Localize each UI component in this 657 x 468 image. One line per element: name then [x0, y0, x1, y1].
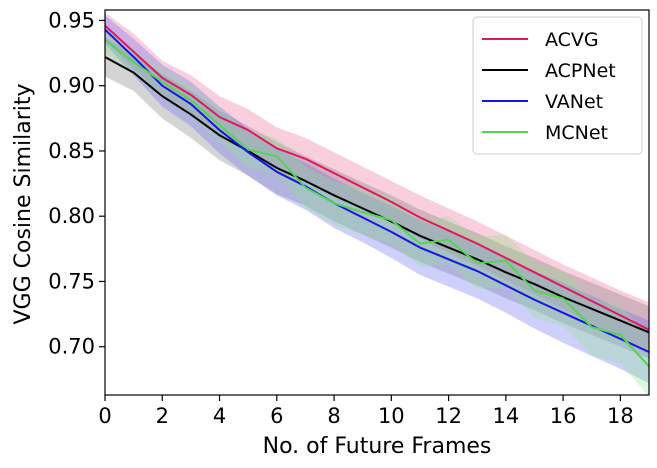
x-tick-label: 10 — [378, 404, 405, 428]
band-acpnet — [105, 37, 649, 359]
x-tick-label: 14 — [492, 404, 519, 428]
legend-frame — [472, 16, 643, 155]
y-axis-label: VGG Cosine Similarity — [11, 83, 36, 324]
series-line-acpnet — [105, 56, 649, 334]
legend-label-mcnet: MCNet — [545, 122, 608, 144]
y-tick-label: 0.80 — [48, 204, 95, 228]
x-axis: 0 2 4 6 8 10 12 14 16 18 — [98, 395, 634, 428]
legend-label-acvg: ACVG — [545, 29, 599, 51]
legend-label-acpnet: ACPNet — [545, 60, 616, 82]
x-tick-label: 6 — [270, 404, 283, 428]
legend: ACVG ACPNet VANet MCNet — [472, 16, 643, 155]
series-lines — [105, 24, 649, 367]
y-tick-label: 0.90 — [48, 74, 95, 98]
y-axis: 0.70 0.75 0.80 0.85 0.90 0.95 — [48, 8, 105, 359]
x-tick-label: 18 — [607, 404, 634, 428]
x-tick-label: 16 — [550, 404, 577, 428]
x-tick-label: 8 — [327, 404, 340, 428]
plot-frame — [104, 9, 650, 396]
x-tick-label: 4 — [213, 404, 226, 428]
y-tick-label: 0.95 — [48, 8, 95, 32]
band-vanet — [105, 15, 649, 384]
x-axis-label: No. of Future Frames — [263, 434, 492, 459]
series-line-mcnet — [105, 39, 649, 367]
legend-label-vanet: VANet — [545, 91, 603, 113]
x-tick-label: 0 — [98, 404, 111, 428]
y-tick-label: 0.75 — [48, 269, 95, 293]
series-line-vanet — [105, 28, 649, 353]
x-tick-label: 2 — [156, 404, 169, 428]
y-tick-label: 0.85 — [48, 139, 95, 163]
x-tick-label: 12 — [435, 404, 462, 428]
series-line-acvg — [105, 24, 649, 331]
y-tick-label: 0.70 — [48, 335, 95, 359]
band-mcnet — [105, 28, 649, 395]
